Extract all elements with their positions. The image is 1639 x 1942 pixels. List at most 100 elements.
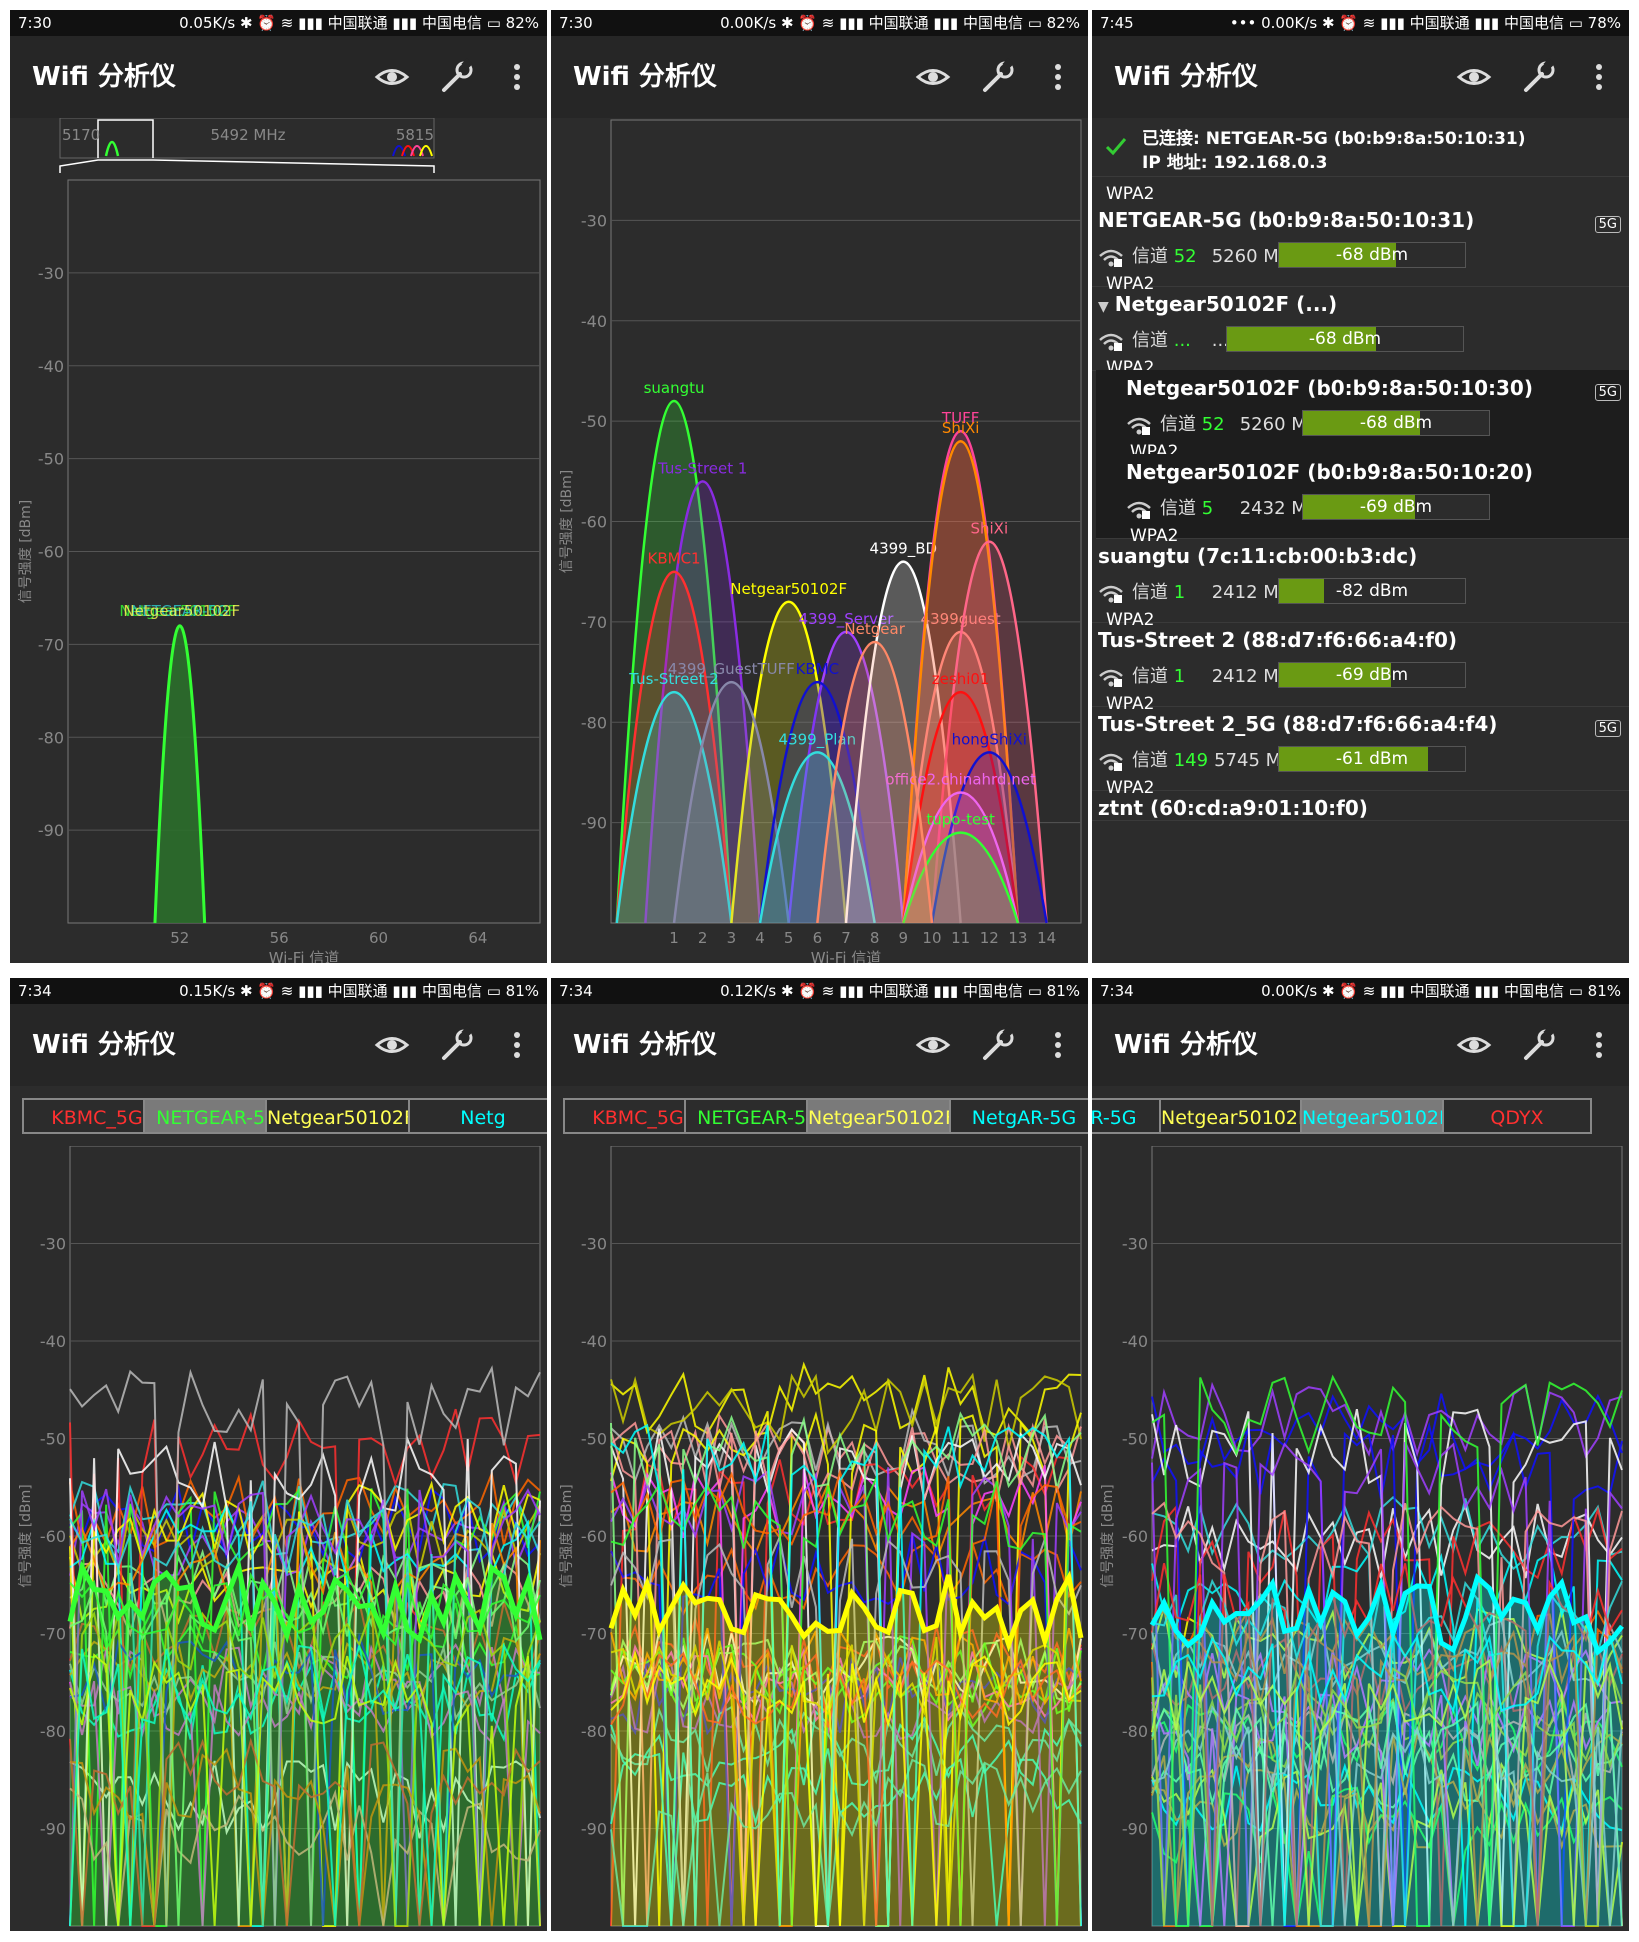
eye-icon[interactable] [914,1026,952,1064]
more-vert-icon[interactable] [498,1026,536,1064]
ap-row[interactable]: ztnt (60:cd:a9:01:10:f0) [1092,790,1629,821]
more-vert-icon[interactable] [1039,58,1077,96]
tab-netgear50102f[interactable]: Netgear50102F [806,1098,956,1134]
ap-security: WPA2 [1130,526,1179,546]
time-graph-chart[interactable]: -30 -40 -50 -60 -70 -80 -90 信号强度 [dBm] [1092,1146,1629,1931]
history-line [1151,1761,1623,1927]
ap-row[interactable]: Netgear50102F (b0:b9:8a:50:10:20) 信道 5 243… [1096,454,1629,546]
channel-value: 52 [1201,414,1225,435]
eye-icon[interactable] [1455,1026,1493,1064]
signal-level: -69 dBm [1359,497,1433,517]
connection-info: 已连接: NETGEAR-5G (b0:b9:8a:50:10:31) IP 地… [1092,118,1629,177]
signal-curve [844,560,962,924]
ssid-tabs[interactable]: KBMC_5G NETGEAR-5G Netgear50102F Netg [10,1086,547,1146]
history-line [610,1372,1082,1456]
y-tick-label: -40 [581,1332,607,1351]
history-line [69,1435,541,1927]
ap-row[interactable]: Tus-Street 2 (88:d7:f6:66:a4:f0) 信道 1 2412… [1092,622,1629,714]
history-line [1151,1502,1623,1579]
ap-row[interactable]: suangtu (7c:11:cb:00:b3:dc) 信道 1 2412 MHz -… [1092,538,1629,630]
channel-value: 1 [1173,666,1186,687]
highlight-line [67,1557,543,1644]
signal-curve [758,681,876,924]
series-group: suangtu Tus-Street 1 KBMC1 Tus-Street 2 Netg… [615,379,1048,924]
history-line [1151,1441,1623,1927]
y-tick-label: -30 [1122,1235,1148,1254]
chart-axes: -30 -40 -50 -60 -70 -80 -90 信号强度 [dBm] [18,179,541,924]
ssid-tabs[interactable]: KBMC_5G NETGEAR-5G Netgear50102F NetgAR-5G [551,1086,1088,1146]
history-line [69,1480,541,1927]
series-label: Tus-Street 1 [657,459,748,477]
ap-ssid: NETGEAR-5G (b0:b9:8a:50:10:31) [1098,208,1475,232]
wrench-icon[interactable] [979,58,1017,96]
more-vert-icon[interactable] [498,58,536,96]
ap-ssid: Tus-Street 2 (88:d7:f6:66:a4:f0) [1098,628,1458,652]
y-tick-label: -50 [40,1430,66,1449]
tab-netg[interactable]: Netg [408,1098,547,1134]
ap-row[interactable]: NETGEAR-5G (b0:b9:8a:50:10:31) 5G 信道 52 526… [1092,202,1629,294]
status-icons: 0.00K/s ✱ ⏰ ≋ ▮▮▮ 中国联通 ▮▮▮ 中国电信 ▭ 81% [1261,982,1621,1000]
signal-bar: -68 dBm [1226,326,1464,352]
app-title: Wifi 分析仪 [1114,1030,1258,1060]
signal-curve [902,440,1020,924]
history-line [610,1475,1082,1927]
ap-details: 信道 1 2412 MHz [1098,578,1302,604]
ap-details: 信道 5 2432 MHz [1126,494,1330,520]
history-line [69,1561,541,1639]
series-label: Netgear50102F [123,602,240,620]
band-overview: 5170 5492 MHz 5815 [59,118,435,173]
time-graph-chart[interactable]: -30 -40 -50 -60 -70 -80 -90 信号强度 [dBm] [551,1146,1088,1931]
ap-row[interactable]: ▼ Netgear50102F (...) 信道 ...... -68 dBm WPA2 [1092,286,1629,378]
status-bar: 7:34 0.15K/s ✱ ⏰ ≋ ▮▮▮ 中国联通 ▮▮▮ 中国电信 ▭ 8… [10,978,547,1004]
more-vert-icon[interactable] [1580,1026,1618,1064]
x-tick-label: 10 [922,929,941,947]
status-time: 7:34 [559,982,593,1000]
signal-level: -69 dBm [1335,665,1409,685]
eye-icon[interactable] [1455,58,1493,96]
history-lines [67,1365,543,1927]
x-tick-label: 64 [468,929,487,947]
channel-value: 52 [1173,246,1197,267]
app-title: Wifi 分析仪 [573,62,717,92]
more-vert-icon[interactable] [1039,1026,1077,1064]
tab-netgar-5g[interactable]: NetgAR-5G [949,1098,1088,1134]
ap-row[interactable]: Netgear50102F (b0:b9:8a:50:10:30) 5G 信道 52… [1096,370,1629,462]
time-graph-chart[interactable]: -30 -40 -50 -60 -70 -80 -90 信号强度 [dBm] [10,1146,547,1931]
app-bar: Wifi 分析仪 [551,36,1088,118]
y-tick-label: -70 [38,635,64,654]
wrench-icon[interactable] [438,1026,476,1064]
wifi-lock-icon [1099,585,1123,603]
y-tick-label: -60 [40,1527,66,1546]
y-axis-label: 信号强度 [dBm] [18,1484,34,1588]
screen-channel-graph-5g: 7:30 0.05K/s ✱ ⏰ ≋ ▮▮▮ 中国联通 ▮▮▮ 中国电信 ▭ 8… [10,10,547,963]
wrench-icon[interactable] [438,58,476,96]
x-tick-label: 6 [813,929,823,947]
eye-icon[interactable] [373,58,411,96]
signal-level: -68 dBm [1335,245,1409,265]
signal-fill [1279,579,1324,603]
wrench-icon[interactable] [1520,58,1558,96]
series-label: Netgear50102F [730,580,847,598]
status-time: 7:34 [1100,982,1134,1000]
ap-security: WPA2 [1106,610,1155,630]
history-line [69,1503,541,1927]
y-tick-label: -90 [581,814,607,833]
ap-ssid: Tus-Street 2_5G (88:d7:f6:66:a4:f4) [1098,712,1498,736]
channel-graph-chart[interactable]: 5170 5492 MHz 5815 -30 -40 -50 -60 -70 -80 -90 信号强… [10,118,547,963]
tab-qdyx[interactable]: QDYX [1442,1098,1592,1134]
eye-icon[interactable] [914,58,952,96]
x-tick-label: 7 [841,929,851,947]
signal-bar: -68 dBm [1302,410,1490,436]
wrench-icon[interactable] [1520,1026,1558,1064]
more-vert-icon[interactable] [1580,58,1618,96]
ap-row[interactable]: Tus-Street 2_5G (88:d7:f6:66:a4:f4) 5G 信道 … [1092,706,1629,798]
wrench-icon[interactable] [979,1026,1017,1064]
tab-netgear50102f[interactable]: Netgear50102F [1300,1098,1450,1134]
tab-netgear50102f[interactable]: Netgear50102F [265,1098,415,1134]
tab-netgear50102f[interactable]: Netgear50102F [1159,1098,1309,1134]
signal-bar: -69 dBm [1302,494,1490,520]
eye-icon[interactable] [373,1026,411,1064]
